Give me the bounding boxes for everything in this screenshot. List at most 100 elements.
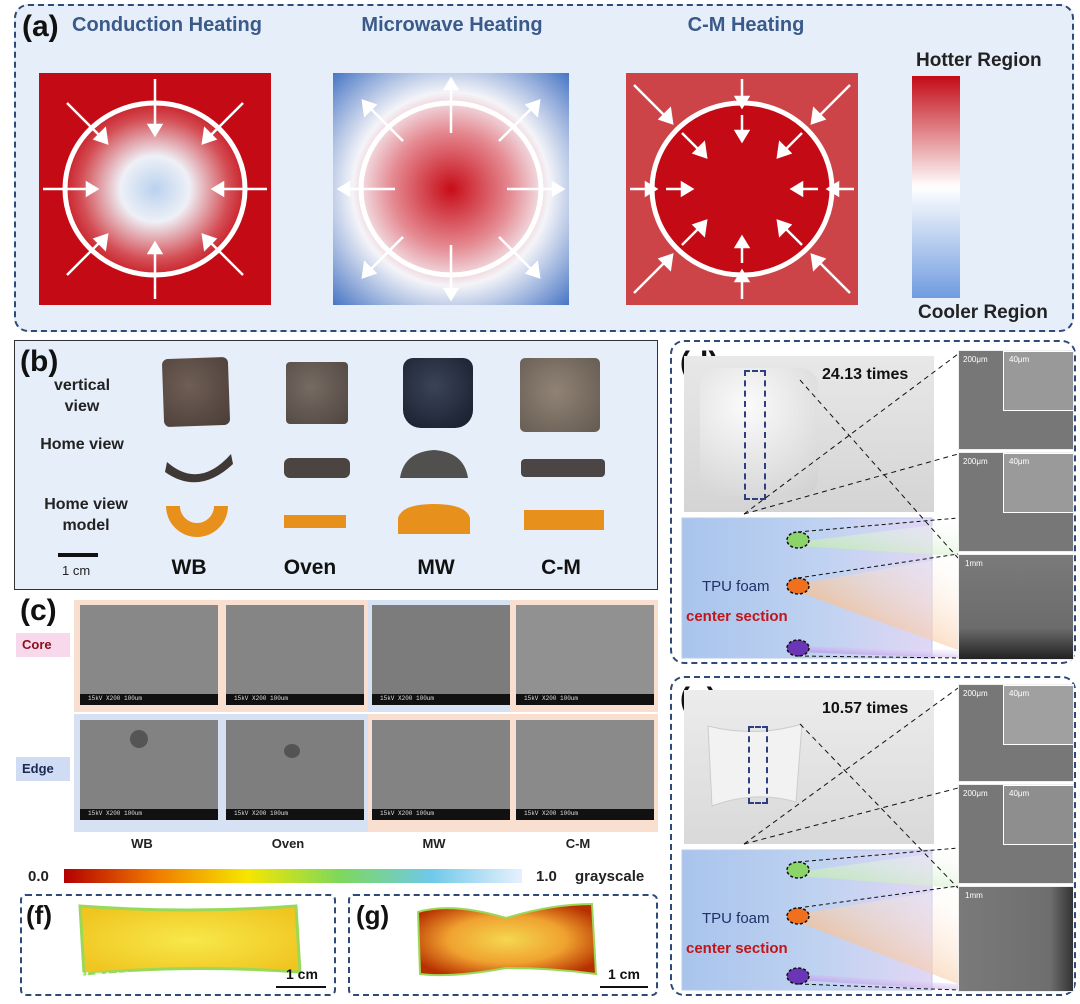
conduction-heating-diagram — [39, 73, 271, 305]
expansion-ratio-e: 10.57 times — [822, 700, 909, 717]
sample-oven-side — [284, 458, 350, 478]
sample-wb-top — [161, 356, 231, 428]
center-section-label-d: center section — [686, 608, 788, 625]
row-label-vertical-view: vertical view — [53, 377, 111, 415]
grayscale-unit: grayscale — [575, 868, 645, 885]
link-lines-e — [743, 687, 959, 889]
scale-label: 200μm — [963, 355, 988, 364]
sem-caption: 15kV X200 100um — [380, 810, 435, 817]
sem-edge-cm: 15kV X200 100um — [516, 720, 654, 820]
col-label-oven: Oven — [283, 556, 337, 579]
temperature-scale-bar — [912, 76, 960, 298]
sem-d-2: 200μm 40μm — [958, 452, 1074, 552]
center-section-label-e: center section — [686, 940, 788, 957]
sample-cm-top — [520, 358, 600, 432]
sem-core-wb: 15kV X200 100um — [80, 605, 218, 705]
core-label: Core — [16, 633, 70, 657]
sample-oven-top — [286, 362, 348, 424]
sem-caption: 15kV X200 100um — [234, 810, 289, 817]
panel-c-label: (c) — [20, 594, 57, 627]
foam-block-d — [700, 368, 818, 496]
cm-heating-title: C-M Heating — [687, 14, 805, 36]
grayscale-min: 0.0 — [28, 868, 49, 885]
conduction-heating-title: Conduction Heating — [72, 14, 262, 36]
ct-scan-g — [416, 902, 598, 977]
panel-f-label: (f) — [26, 900, 52, 930]
panel-g-frame — [348, 894, 658, 996]
tpu-foam-label-d: TPU foam — [702, 578, 770, 595]
sample-mw-top — [403, 358, 473, 428]
ct-scan-f — [78, 904, 302, 976]
col-label-cm: C-M — [541, 556, 581, 579]
scale-label: 1mm — [965, 891, 983, 900]
panel-d-frame — [670, 340, 1076, 664]
cooler-region-label: Cooler Region — [918, 302, 1048, 323]
row-label-home-view: Home view — [40, 436, 124, 453]
scale-label: 200μm — [963, 689, 988, 698]
sem-e-2: 200μm 40μm — [958, 784, 1074, 884]
model-cm — [524, 510, 604, 530]
sem-core-mw: 15kV X200 100um — [372, 605, 510, 705]
section-box-e — [681, 847, 959, 991]
foam-block-e — [707, 723, 803, 807]
sem-d-1: 200μm 40μm — [958, 350, 1074, 450]
scale-arrow-f — [276, 986, 326, 988]
sem-edge-wb: 15kV X200 100um — [80, 720, 218, 820]
sem-caption: 15kV X200 100um — [234, 695, 289, 702]
section-box-d — [681, 517, 959, 659]
edge-label: Edge — [16, 757, 70, 781]
hotter-region-label: Hotter Region — [916, 50, 1042, 71]
sem-core-cm: 15kV X200 100um — [516, 605, 654, 705]
c-col-oven: Oven — [271, 836, 305, 851]
col-label-wb: WB — [171, 556, 207, 579]
row-label-home-view-model: Home view model — [44, 496, 128, 534]
cut-plane-d — [744, 370, 766, 500]
sem-d-3: 1mm — [958, 554, 1074, 660]
scale-label: 40μm — [1009, 689, 1030, 698]
cm-heating-diagram — [626, 73, 858, 305]
c-col-cm: C-M — [565, 836, 591, 851]
expansion-ratio-d: 24.13 times — [822, 366, 909, 383]
scale-label: 40μm — [1009, 789, 1030, 798]
microwave-heating-title: Microwave Heating — [361, 14, 543, 36]
model-wb — [166, 506, 228, 537]
scale-bar-1cm — [58, 553, 98, 557]
sample-wb-side — [165, 454, 233, 483]
scale-label: 40μm — [1009, 457, 1030, 466]
tpu-foam-label-e: TPU foam — [702, 910, 770, 927]
sem-edge-mw: 15kV X200 100um — [372, 720, 510, 820]
scale-label: 1mm — [965, 559, 983, 568]
grayscale-max: 1.0 — [536, 868, 557, 885]
scale-label-f: 1 cm — [286, 966, 318, 982]
sem-caption: 15kV X200 100um — [88, 695, 143, 702]
scale-arrow-g — [600, 986, 648, 988]
scale-label: 40μm — [1009, 355, 1030, 364]
panel-a-label: (a) — [22, 10, 59, 43]
panel-g-label: (g) — [356, 900, 390, 930]
grayscale-colorbar — [64, 869, 522, 883]
scale-label: 200μm — [963, 789, 988, 798]
sem-caption: 15kV X200 100um — [88, 810, 143, 817]
sem-core-oven: 15kV X200 100um — [226, 605, 364, 705]
sem-e-1: 200μm 40μm — [958, 684, 1074, 782]
sem-caption: 15kV X200 100um — [524, 810, 579, 817]
panel-f-frame — [20, 894, 336, 996]
sample-cm-side — [521, 459, 605, 477]
c-col-mw: MW — [422, 836, 446, 851]
sem-e-3: 1mm — [958, 886, 1074, 992]
microwave-heating-diagram — [333, 73, 569, 305]
sample-mw-side — [400, 450, 468, 478]
panel-e-frame — [670, 676, 1076, 996]
cut-plane-e — [748, 726, 768, 804]
c-col-wb: WB — [131, 836, 153, 851]
sem-caption: 15kV X200 100um — [524, 695, 579, 702]
sem-edge-oven: 15kV X200 100um — [226, 720, 364, 820]
model-mw — [398, 504, 470, 534]
scale-label-g: 1 cm — [608, 966, 640, 982]
col-label-mw: MW — [417, 556, 455, 579]
panel-b-label: (b) — [20, 345, 59, 378]
watermark: 大数跨境 — [54, 972, 134, 994]
link-lines-d — [743, 353, 959, 559]
sem-caption: 15kV X200 100um — [380, 695, 435, 702]
scale-label-1cm: 1 cm — [62, 563, 91, 578]
